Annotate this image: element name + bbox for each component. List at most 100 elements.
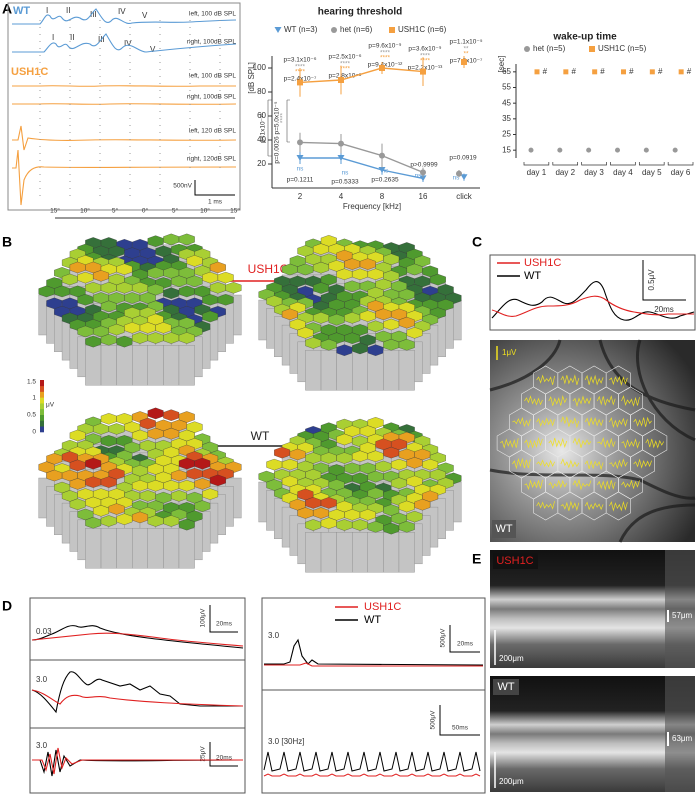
- plot-cell: [163, 427, 180, 440]
- frame: [489, 254, 696, 331]
- marker: [378, 167, 386, 173]
- group-label: WT: [13, 5, 30, 17]
- marker: [460, 174, 468, 181]
- scale-label: 200μm: [499, 777, 524, 786]
- local-response: [512, 457, 531, 470]
- marker: [379, 65, 385, 71]
- plot-cell: [289, 448, 306, 461]
- abr-trace: [12, 149, 237, 206]
- day-bracket: [610, 162, 636, 166]
- erg-trace: [264, 662, 483, 667]
- plot-cell: [194, 457, 211, 470]
- note: #: [600, 67, 605, 76]
- erg-trace: [31, 689, 244, 707]
- plot-cell: [202, 310, 219, 323]
- colorbar-swatch: [40, 408, 44, 415]
- marker: [337, 155, 345, 161]
- fundus-image: [490, 340, 695, 542]
- plot-cell: [398, 521, 415, 533]
- x-tick-label: day 3: [584, 168, 604, 177]
- plot-cell: [178, 233, 195, 246]
- day-bracket: [581, 162, 607, 166]
- abr-trace: [12, 125, 237, 151]
- scale-label: 1μV: [502, 348, 517, 357]
- trace-label: left, 100 dB SPL: [189, 11, 236, 18]
- local-response: [584, 501, 604, 511]
- colorbar-label: 1.5: [27, 379, 36, 386]
- plot-cell: [313, 312, 329, 324]
- local-response: [633, 416, 652, 427]
- angle-label: 5°: [172, 207, 179, 215]
- plot-cell: [163, 409, 180, 421]
- plot-cell: [398, 316, 415, 329]
- legend-label: het (n=5): [533, 44, 566, 53]
- marker: [678, 69, 684, 75]
- plot-cell: [163, 515, 180, 527]
- flicker-trace: [263, 773, 481, 777]
- marker: [534, 69, 540, 75]
- marker: [296, 155, 304, 161]
- plot-wall: [100, 345, 117, 386]
- plot-cell: [209, 261, 226, 274]
- p-value: p=1.1x10⁻⁵: [449, 39, 482, 46]
- plot-wall: [132, 345, 148, 386]
- marker: [389, 27, 395, 33]
- scale-label: 20ms: [216, 621, 233, 628]
- colorbar-unit: μV: [46, 402, 55, 409]
- group-label: USH1C: [248, 262, 289, 276]
- local-response: [536, 501, 555, 510]
- x-tick-label: 16: [419, 192, 428, 201]
- colorbar-swatch: [40, 385, 44, 392]
- plot-cell: [313, 282, 329, 294]
- plot-cell: [139, 417, 156, 430]
- marker: [586, 147, 592, 153]
- local-response: [560, 415, 580, 429]
- colorbar-swatch: [40, 391, 44, 398]
- wave-label: I: [52, 33, 54, 42]
- plot-cell: [398, 339, 415, 351]
- p-value: p<1x10⁻¹⁵: [260, 113, 267, 143]
- series-line: [300, 157, 424, 180]
- local-response: [584, 459, 604, 471]
- marker: [649, 69, 655, 75]
- abr-trace: [12, 103, 237, 105]
- label-box: [493, 553, 538, 569]
- local-response: [609, 500, 628, 512]
- intensity-label: 3.0: [36, 675, 48, 684]
- local-response: [524, 395, 543, 406]
- plot-cell: [383, 446, 400, 459]
- ns-label: ns: [415, 173, 423, 180]
- abr-trace: [12, 33, 237, 53]
- abr-panel: WT USH1C I II III IV V I II III IV V lef…: [7, 2, 241, 211]
- local-response: [609, 376, 628, 386]
- legend-label: WT (n=3): [284, 25, 318, 34]
- y-tick-label: 100: [253, 63, 267, 72]
- image-label: WT: [495, 523, 512, 535]
- wave-label: IV: [124, 39, 132, 48]
- scale-label: 25μV: [200, 746, 207, 762]
- plot-cell: [194, 500, 211, 512]
- oct-image: [490, 550, 695, 668]
- colorbar-swatch: [40, 414, 44, 421]
- marker: [297, 79, 303, 86]
- x-tick-label: day 2: [555, 168, 575, 177]
- local-response: [621, 438, 640, 449]
- local-response: [584, 374, 604, 386]
- legend-label: WT: [524, 270, 541, 282]
- legend-label: het (n=6): [340, 25, 373, 34]
- plot-cell: [217, 294, 234, 306]
- y-axis-label: [dB SPL]: [247, 62, 256, 94]
- plot-cell: [100, 413, 117, 425]
- y-tick-label: 60: [257, 111, 266, 120]
- annotations: p=3.1x10⁻⁶ **** **** p=2.4x10⁻⁷ p=2.5x10…: [260, 39, 483, 186]
- oct-image: [490, 676, 695, 792]
- local-response: [536, 459, 555, 468]
- trace-label: left, 100 dB SPL: [189, 73, 236, 80]
- panel-label: D: [2, 598, 12, 614]
- p-value: p=2.5x10⁻⁶: [328, 54, 361, 61]
- plot-cell: [305, 337, 322, 349]
- plot-cell: [406, 510, 423, 523]
- oct-edge: [665, 676, 695, 792]
